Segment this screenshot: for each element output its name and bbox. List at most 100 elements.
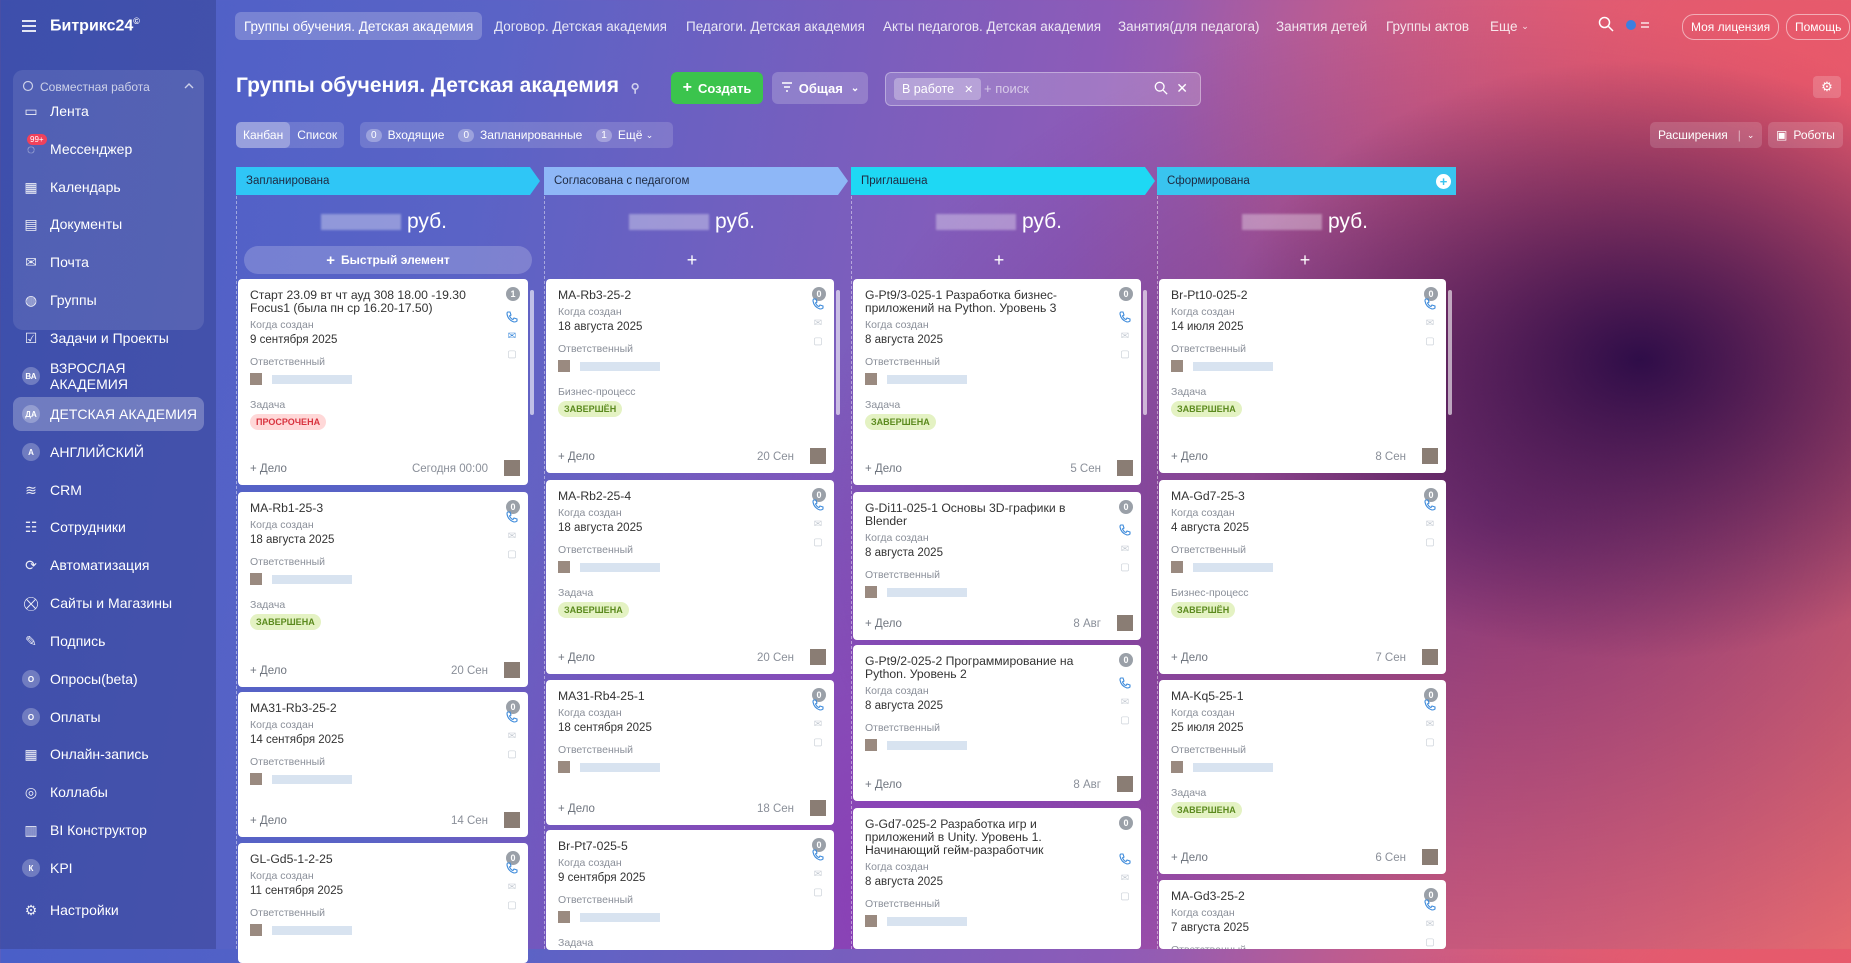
mail-icon[interactable]: ✉ — [813, 868, 823, 880]
deal-card[interactable]: MA31-Rb3-25-2 0 Когда создан 14 сентября 20… — [238, 692, 528, 837]
deal-card[interactable]: G-Pt9/2-025-2 Программирование на Python… — [853, 645, 1141, 801]
sidebar-item[interactable]: ☑ Задачи и Проекты — [13, 321, 204, 355]
pin-icon[interactable]: ⚲ — [630, 81, 640, 95]
counter-incoming[interactable]: 0 Входящие — [366, 128, 444, 142]
add-item-button[interactable]: + — [993, 249, 1005, 270]
column-header[interactable]: Согласована с педагогом — [544, 167, 838, 195]
chat-icon[interactable]: ▢ — [1425, 936, 1435, 948]
card-title[interactable]: MA-Kq5-25-1 — [1171, 689, 1244, 703]
my-license-button[interactable]: Моя лицензия — [1682, 14, 1780, 40]
deal-card[interactable]: MA-Rb3-25-2 0 Когда создан 18 августа 2025 О… — [546, 279, 834, 473]
card-title[interactable]: MA-Gd3-25-2 — [1171, 889, 1245, 903]
deal-card[interactable]: MA-Gd7-25-3 0 Когда создан 4 августа 2025 От… — [1159, 480, 1446, 674]
mail-icon[interactable]: ✉ — [1425, 317, 1435, 329]
mail-icon[interactable]: ✉ — [507, 330, 517, 342]
responsible-user[interactable] — [250, 573, 360, 585]
column-header[interactable]: Запланирована — [236, 167, 530, 195]
phone-icon[interactable] — [812, 849, 824, 861]
responsible-user[interactable] — [865, 915, 975, 927]
column-scrollbar[interactable] — [530, 290, 534, 415]
card-title[interactable]: MA31-Rb4-25-1 — [558, 689, 645, 703]
tab-more[interactable]: Еще ⌄ — [1490, 18, 1529, 34]
phone-icon[interactable] — [1424, 699, 1436, 711]
phone-icon[interactable] — [812, 298, 824, 310]
mail-icon[interactable]: ✉ — [507, 530, 517, 542]
sidebar-item[interactable]: О Оплаты — [13, 700, 204, 734]
phone-icon[interactable] — [812, 699, 824, 711]
deal-card[interactable]: MA-Gd3-25-2 0 Когда создан 7 августа 2025 От… — [1159, 880, 1446, 949]
add-activity-link[interactable]: + Дело — [1171, 451, 1208, 463]
search-icon[interactable] — [1154, 81, 1168, 100]
phone-icon[interactable] — [1424, 899, 1436, 911]
mail-icon[interactable]: ✉ — [813, 718, 823, 730]
mail-icon[interactable]: ✉ — [1120, 872, 1130, 884]
sidebar-item[interactable]: ⟳ Автоматизация — [13, 548, 204, 582]
tab-teacher-acts[interactable]: Акты педагогов. Детская академия — [883, 18, 1102, 34]
tab-children-lessons[interactable]: Занятия детей — [1276, 18, 1368, 34]
add-activity-link[interactable]: + Дело — [558, 652, 595, 664]
view-list[interactable]: Список — [297, 128, 338, 142]
add-activity-link[interactable]: + Дело — [558, 803, 595, 815]
add-activity-link[interactable]: + Дело — [1171, 852, 1208, 864]
mail-icon[interactable]: ✉ — [1120, 330, 1130, 342]
sidebar-item[interactable]: К KPI — [13, 851, 204, 885]
deal-card[interactable]: MA31-Rb4-25-1 0 Когда создан 18 сентября 20… — [546, 680, 834, 825]
column-header[interactable]: Приглашена — [851, 167, 1145, 195]
tab-contracts[interactable]: Договор. Детская академия — [494, 18, 667, 34]
responsible-user[interactable] — [865, 739, 975, 751]
column-scrollbar[interactable] — [1448, 290, 1452, 415]
gear-icon[interactable]: ⚙ — [1813, 76, 1841, 98]
chat-icon[interactable]: ▢ — [813, 335, 823, 347]
search-icon[interactable] — [1598, 16, 1614, 37]
sidebar-item[interactable]: ▭ Лента — [13, 94, 204, 128]
responsible-user[interactable] — [1171, 561, 1281, 573]
tab-study-groups[interactable]: Группы обучения. Детская академия — [235, 12, 483, 40]
chat-icon[interactable]: ▢ — [1425, 335, 1435, 347]
view-kanban[interactable]: Канбан — [236, 122, 291, 148]
sidebar-item[interactable]: А АНГЛИЙСКИЙ — [13, 435, 204, 469]
deal-card[interactable]: MA-Rb2-25-4 0 Когда создан 18 августа 2025 О… — [546, 480, 834, 674]
chat-icon[interactable]: ▢ — [1120, 890, 1130, 902]
chat-icon[interactable]: ▢ — [813, 536, 823, 548]
deal-card[interactable]: Br-Pt10-025-2 0 Когда создан 14 июля 2025 От… — [1159, 279, 1446, 473]
card-title[interactable]: Старт 23.09 вт чт ауд 308 18.00 -19.30 F… — [250, 288, 466, 315]
phone-icon[interactable] — [506, 511, 518, 523]
mail-icon[interactable]: ✉ — [1425, 718, 1435, 730]
column-scrollbar[interactable] — [836, 290, 840, 415]
sidebar-item[interactable]: ◎ Коллабы — [13, 775, 204, 809]
mail-icon[interactable]: ✉ — [1425, 918, 1435, 930]
card-title[interactable]: MA-Rb3-25-2 — [558, 288, 632, 302]
chat-icon[interactable]: ▢ — [1120, 561, 1130, 573]
chat-icon[interactable]: ▢ — [813, 886, 823, 898]
notifications-icon[interactable] — [1626, 18, 1652, 37]
tab-lessons-teacher[interactable]: Занятия(для педагога) — [1118, 18, 1260, 34]
card-title[interactable]: MA-Rb2-25-4 — [558, 489, 632, 503]
sidebar-item[interactable]: ▦ Онлайн-запись — [13, 737, 204, 771]
column-header[interactable]: Сформирована — [1157, 167, 1456, 195]
add-activity-link[interactable]: + Дело — [558, 451, 595, 463]
quick-add-button[interactable]: + Быстрый элемент — [244, 246, 532, 274]
sidebar-item[interactable]: ✎ Подпись — [13, 624, 204, 658]
chat-icon[interactable]: ▢ — [507, 899, 517, 911]
responsible-user[interactable] — [558, 360, 668, 372]
search-input[interactable]: + поиск — [984, 81, 1029, 96]
help-button[interactable]: Помощь — [1786, 14, 1851, 40]
card-title[interactable]: G-Pt9/2-025-2 Программирование на Python… — [865, 654, 1074, 681]
chat-icon[interactable]: ▢ — [1120, 714, 1130, 726]
phone-icon[interactable] — [1119, 677, 1131, 689]
sidebar-item[interactable]: ВА ВЗРОСЛАЯ АКАДЕМИЯ — [13, 359, 204, 393]
counter-more[interactable]: 1 Ещё ⌄ — [596, 128, 653, 142]
add-activity-link[interactable]: + Дело — [250, 665, 287, 677]
mail-icon[interactable]: ✉ — [1120, 543, 1130, 555]
sidebar-item[interactable]: ДА ДЕТСКАЯ АКАДЕМИЯ — [13, 397, 204, 431]
sidebar-item[interactable]: ▥ BI Конструктор — [13, 813, 204, 847]
phone-icon[interactable] — [1424, 298, 1436, 310]
chat-icon[interactable]: ▢ — [507, 548, 517, 560]
filter-chip[interactable]: В работе ✕ — [894, 78, 982, 100]
phone-icon[interactable] — [812, 499, 824, 511]
deal-card[interactable]: G-Pt9/3-025-1 Разработка бизнес-приложен… — [853, 279, 1141, 485]
extensions-button[interactable]: Расширения | ⌄ — [1650, 122, 1763, 148]
sidebar-item[interactable]: ≋ CRM — [13, 473, 204, 507]
sidebar-item[interactable]: ◌ 99+ Мессенджер — [13, 132, 204, 166]
add-activity-link[interactable]: + Дело — [865, 463, 902, 475]
